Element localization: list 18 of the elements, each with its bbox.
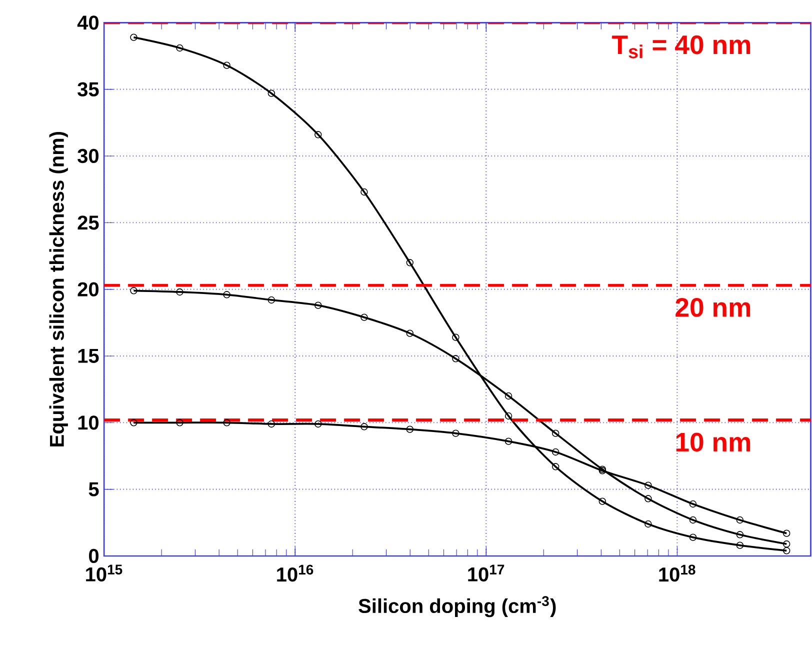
y-tick-label: 40 xyxy=(77,16,98,30)
y-tick-label: 20 xyxy=(78,282,98,296)
y-tick-label: 15 xyxy=(78,349,99,363)
x-axis-title: Silicon doping (cm$^{-3}$) xyxy=(358,596,556,618)
y-tick-label: 10 xyxy=(78,416,98,430)
ref-line-label: 20 nm xyxy=(676,298,750,317)
y-tick-label: 0 xyxy=(89,548,98,564)
x-tick-label: 10$^{16}$ xyxy=(277,564,314,582)
x-tick-label: 10$^{18}$ xyxy=(659,564,696,582)
y-axis-title: Equivalent silicon thickness (nm) xyxy=(49,132,68,446)
ref-line-label: T$_{si}$ = 40 nm xyxy=(612,35,750,58)
y-tick-label: 25 xyxy=(78,216,99,230)
y-tick-label: 30 xyxy=(78,148,98,164)
y-tick-label: 35 xyxy=(78,82,99,96)
x-tick-label: 10$^{15}$ xyxy=(86,564,122,582)
y-tick-label: 5 xyxy=(88,482,99,496)
x-tick-label: 10$^{17}$ xyxy=(468,564,504,582)
ref-line-label: 10 nm xyxy=(676,432,750,452)
